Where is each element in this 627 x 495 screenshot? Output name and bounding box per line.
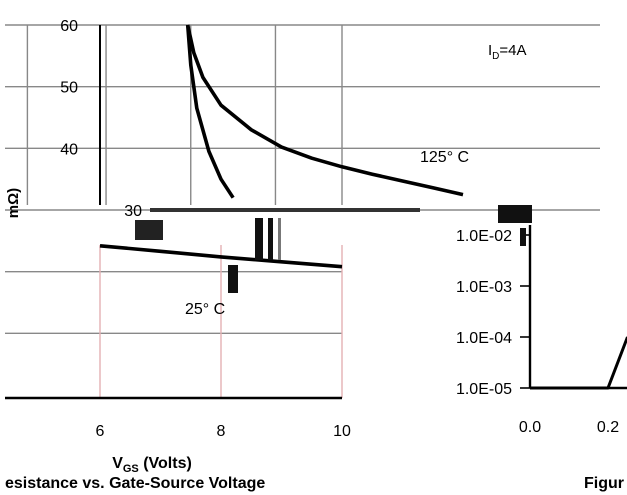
series-label-25c: 25° C [185, 301, 225, 318]
series-line-1 [185, 24, 464, 197]
x-axis-label-unit: (Volts) [139, 455, 192, 472]
x-axis-label-sub: GS [123, 463, 139, 475]
left-plot-frame [5, 25, 342, 400]
right-y-tick-label: 1.0E-04 [456, 330, 512, 347]
y-tick-label: 50 [60, 80, 78, 97]
drain-current-annotation: ID=4A [488, 42, 527, 62]
y-tick-label: 60 [60, 18, 78, 35]
y-tick-label: 40 [60, 141, 78, 158]
right-y-tick-label: 1.0E-03 [456, 279, 512, 296]
y-axis-label: mΩ) [5, 188, 22, 218]
series-line-2 [185, 24, 235, 199]
annotation-main: I [488, 42, 492, 59]
scan-artifacts [135, 205, 532, 293]
left-series-group: 125° C 25° C [99, 24, 469, 318]
left-chart: 125° C 25° C 30 40 50 60 6 8 10 mΩ) VGS (Volts… [5, 18, 600, 492]
artifact-block [268, 218, 273, 260]
right-series-group [530, 336, 627, 390]
x-tick-label: 8 [217, 423, 226, 440]
right-chart: 1.0E-05 1.0E-04 1.0E-03 1.0E-02 0.0 0.2 Figu… [456, 225, 627, 492]
y-tick-label: 30 [124, 203, 142, 220]
x-tick-label: 6 [96, 423, 105, 440]
right-plot-frame [520, 225, 627, 390]
right-y-tick-label: 1.0E-02 [456, 228, 512, 245]
x-axis-label-main: V [112, 455, 123, 472]
series-label-125c: 125° C [420, 149, 469, 166]
right-x-tick-label: 0.0 [519, 419, 541, 436]
artifact-block [520, 228, 526, 246]
artifact-block [135, 220, 163, 240]
chart-caption: esistance vs. Gate-Source Voltage [5, 475, 265, 492]
artifact-block [255, 218, 263, 260]
annotation-value: =4A [499, 42, 526, 59]
annotation-sub: D [492, 51, 499, 62]
right-series-line-1 [530, 336, 627, 390]
right-x-tick-labels: 0.0 0.2 [519, 419, 619, 436]
artifact-stripe [150, 208, 420, 212]
left-grid [5, 24, 600, 399]
artifact-block [228, 265, 238, 293]
left-x-tick-labels: 6 8 10 [96, 423, 351, 440]
right-x-tick-label: 0.2 [597, 419, 619, 436]
right-y-tick-labels: 1.0E-05 1.0E-04 1.0E-03 1.0E-02 [456, 228, 512, 398]
right-chart-title: Figur [584, 475, 624, 492]
left-y-tick-labels: 30 40 50 60 [60, 18, 142, 220]
series-line-3 [99, 244, 343, 269]
right-y-tick-label: 1.0E-05 [456, 381, 512, 398]
artifact-block [278, 218, 281, 260]
x-axis-label: VGS (Volts) [112, 455, 192, 475]
artifact-block [498, 205, 532, 223]
x-tick-label: 10 [333, 423, 351, 440]
